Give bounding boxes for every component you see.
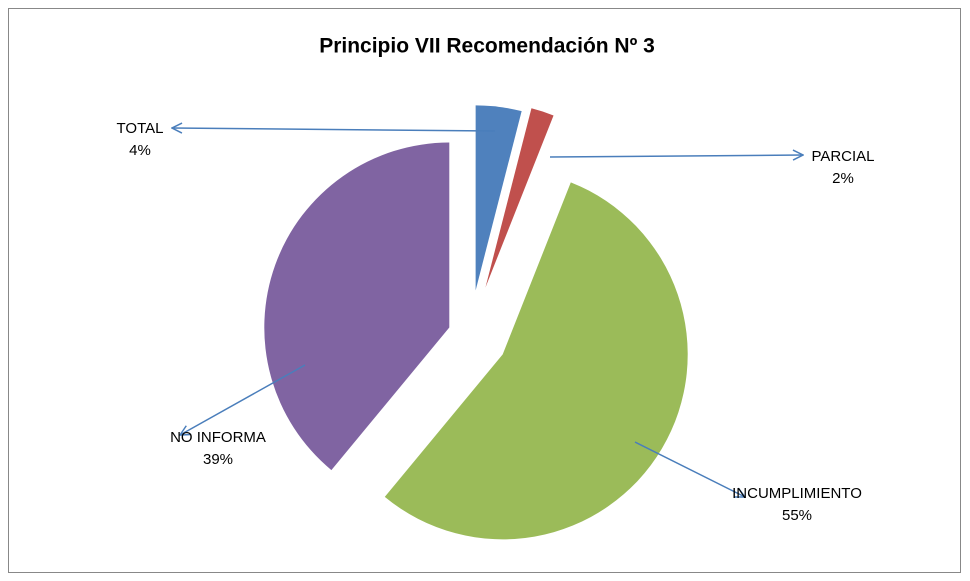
slice-label: INCUMPLIMIENTO (732, 485, 862, 502)
chart-title: Principio VII Recomendación Nº 3 (319, 35, 655, 58)
slice-value: 4% (129, 142, 151, 159)
leader-arrow (549, 155, 803, 157)
slice-value: 2% (832, 170, 854, 187)
pie-slice (475, 105, 522, 291)
leader-arrow (172, 128, 496, 131)
slice-label: NO INFORMA (170, 429, 266, 446)
slice-value: 39% (203, 451, 233, 468)
slice-label: PARCIAL (811, 148, 874, 165)
pie-slice (485, 108, 554, 288)
slice-label: TOTAL (117, 120, 164, 137)
leader-arrow (180, 364, 306, 435)
leader-arrow (634, 441, 745, 497)
pie-slice (264, 142, 450, 471)
pie-slice (384, 182, 688, 540)
slice-value: 55% (782, 507, 812, 524)
